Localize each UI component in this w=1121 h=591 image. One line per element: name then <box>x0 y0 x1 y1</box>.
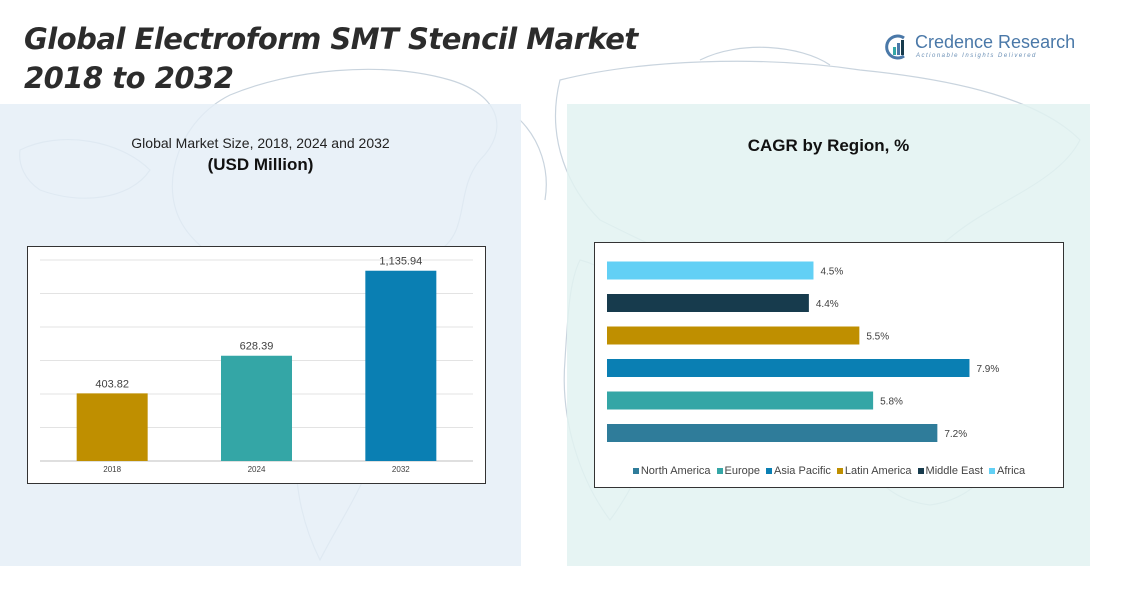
title-line-1: Global Electroform SMT Stencil Market <box>24 22 638 56</box>
x-tick-label: 2018 <box>103 465 121 474</box>
hbar-asia-pacific <box>607 359 970 377</box>
legend-item: Middle East <box>917 465 984 477</box>
legend-label: Asia Pacific <box>774 465 831 477</box>
legend-label: Africa <box>997 465 1026 477</box>
logo-tagline: Actionable Insights Delivered <box>916 53 1037 59</box>
bar-value-label: 403.82 <box>95 378 129 390</box>
cagr-title: CAGR by Region, % <box>747 136 910 155</box>
market-size-chart-svg: 403.82 2018 628.39 2024 1,135.94 2032 <box>40 256 473 474</box>
legend-swatch <box>632 468 639 474</box>
logo-mark-icon <box>885 34 905 60</box>
market-size-chart: 403.82 2018 628.39 2024 1,135.94 2032 <box>27 246 486 484</box>
page-title: Global Electroform SMT Stencil Market 20… <box>24 20 638 98</box>
hbar-value-label: 5.8% <box>880 397 903 408</box>
market-size-unit: (USD Million) <box>207 155 314 174</box>
legend-label: Latin America <box>844 465 912 477</box>
legend-item: North America <box>632 465 711 477</box>
cagr-chart-svg: 7.2% 5.8% 7.9% 5.5% 4.4% 4.5% <box>607 261 999 442</box>
legend-swatch <box>836 468 843 474</box>
bar-value-label: 628.39 <box>240 341 274 353</box>
hbar-value-label: 7.9% <box>976 364 999 375</box>
hbar-latin-america <box>607 326 860 345</box>
legend-item: Asia Pacific <box>766 465 831 477</box>
bar-2032 <box>365 270 437 461</box>
hbar-value-label: 4.4% <box>816 299 839 310</box>
legend-item: Latin America <box>836 465 912 477</box>
legend-label: Middle East <box>925 465 984 477</box>
bar-2018 <box>76 393 148 461</box>
hbar-middle-east <box>607 294 809 312</box>
cagr-legend: North America Europe Asia Pacific Latin Ame… <box>595 465 1063 477</box>
logo-name: Credence Research <box>915 32 1076 52</box>
legend-item: Africa <box>989 465 1025 477</box>
hbar-north-america <box>607 424 938 442</box>
bar-2024 <box>221 355 292 461</box>
legend-swatch <box>716 468 723 474</box>
hbar-europe <box>607 391 874 410</box>
market-size-subtitle: Global Market Size, 2018, 2024 and 2032 <box>131 135 390 151</box>
title-line-2: 2018 to 2032 <box>24 61 234 95</box>
cagr-chart: 7.2% 5.8% 7.9% 5.5% 4.4% 4.5% North America Eu… <box>594 242 1064 488</box>
legend-swatch <box>989 468 996 474</box>
hbar-value-label: 5.5% <box>866 332 889 343</box>
credence-research-logo: Credence Research Actionable Insights De… <box>884 32 1075 64</box>
legend-swatch <box>766 468 773 474</box>
hbar-value-label: 4.5% <box>820 267 843 278</box>
hbar-africa <box>607 261 814 280</box>
x-tick-label: 2032 <box>392 465 410 474</box>
legend-swatch <box>917 468 924 474</box>
bar-value-label: 1,135.94 <box>379 256 422 268</box>
legend-item: Europe <box>716 465 761 477</box>
legend-label: North America <box>640 465 711 477</box>
legend-label: Europe <box>724 465 761 477</box>
x-tick-label: 2024 <box>248 465 266 474</box>
hbar-value-label: 7.2% <box>944 429 967 440</box>
